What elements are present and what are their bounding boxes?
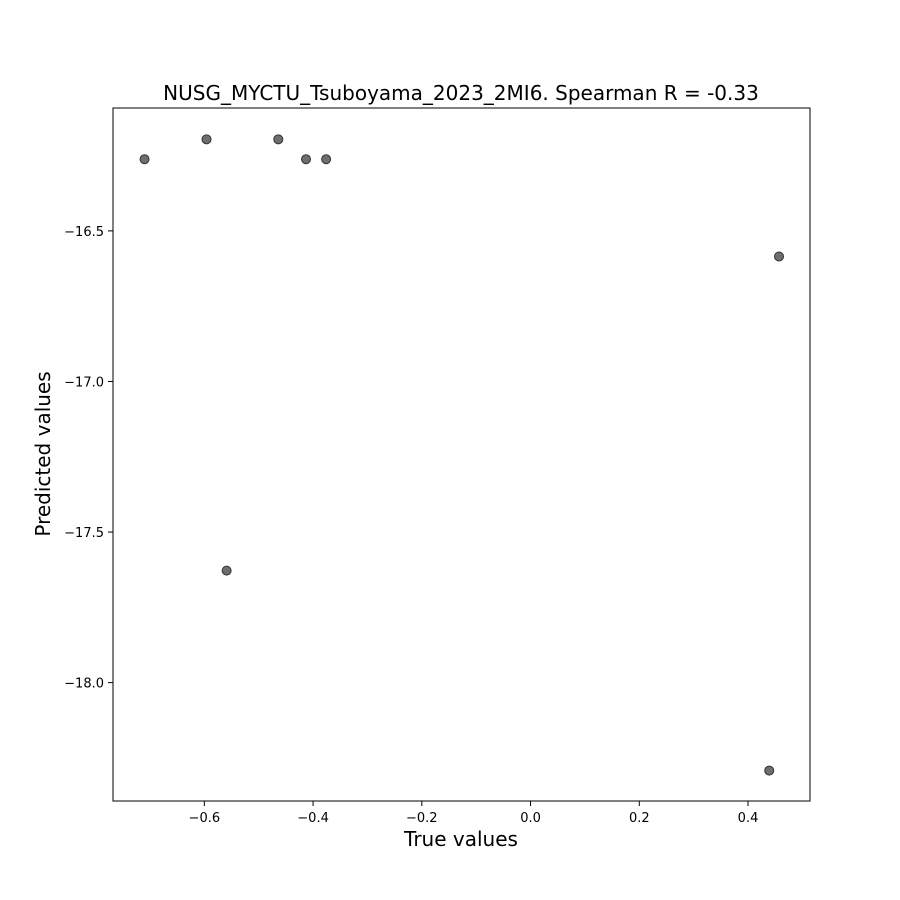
data-point-1: [139, 154, 150, 165]
data-point-8: [764, 765, 775, 776]
x-tick-label: −0.2: [406, 811, 438, 826]
y-axis-label: Predicted values: [31, 371, 55, 536]
chart-title: NUSG_MYCTU_Tsuboyama_2023_2MI6. Spearman…: [163, 81, 759, 105]
data-point-2: [201, 134, 212, 145]
data-point-7: [774, 251, 785, 262]
data-point-6: [221, 565, 232, 576]
y-tick-label: −17.5: [64, 526, 104, 541]
x-tick-label: 0.4: [738, 811, 759, 826]
data-point-3: [273, 134, 284, 145]
data-point-5: [321, 154, 332, 165]
data-point-4: [301, 154, 312, 165]
plot-frame: [112, 107, 811, 802]
x-axis-label: True values: [403, 827, 518, 851]
x-tick-label: −0.6: [189, 811, 221, 826]
y-tick-label: −16.5: [64, 225, 104, 240]
x-axis-ticks: −0.6 −0.4 −0.2 0.0 0.2 0.4: [189, 801, 759, 826]
x-tick-label: 0.0: [520, 811, 541, 826]
points-layer: [139, 134, 785, 776]
x-tick-label: 0.2: [629, 811, 650, 826]
x-tick-label: −0.4: [297, 811, 329, 826]
y-tick-label: −18.0: [64, 677, 104, 692]
y-axis-ticks: −16.5 −17.0 −17.5 −18.0: [64, 225, 113, 692]
y-tick-label: −17.0: [64, 375, 104, 390]
